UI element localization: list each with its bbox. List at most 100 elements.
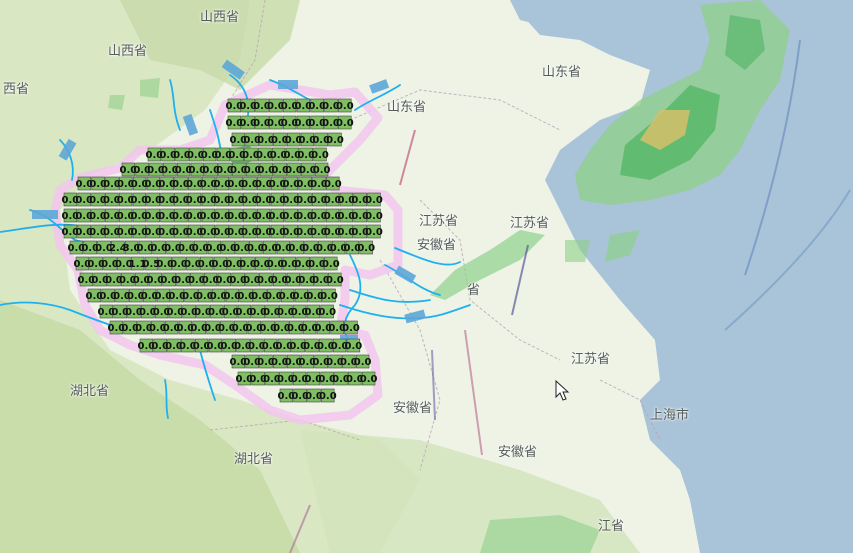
label-shandong-ne: 山东省 <box>542 65 582 80</box>
grid-cell <box>298 208 312 223</box>
grid-value: 0.0 <box>172 211 190 222</box>
grid-value: 0.0 <box>282 195 300 206</box>
grid-value: 0.0 <box>146 150 164 161</box>
terrain-southwest <box>0 300 300 553</box>
grid-cell <box>299 147 313 162</box>
grid-cell <box>328 272 342 287</box>
grid-cell <box>342 354 356 369</box>
grid-value: 0.0 <box>125 307 143 318</box>
grid-value: 0.0 <box>319 391 337 402</box>
grid-cell <box>207 240 222 255</box>
grid-cell <box>151 320 165 335</box>
grid-value: 0.0 <box>258 165 276 176</box>
grid-value: 0.0 <box>161 165 179 176</box>
grid-value: 0.0 <box>257 357 275 368</box>
grid-value: 0.0 <box>365 195 383 206</box>
grid-cell <box>201 224 216 239</box>
grid-cell <box>310 98 324 113</box>
grid-value: 0.0 <box>267 101 285 112</box>
grid-value: 0.0 <box>127 291 145 302</box>
grid-cell <box>160 192 174 207</box>
grid-cell <box>77 224 91 239</box>
grid-value: 0.0 <box>89 227 107 238</box>
grid-value: 0.0 <box>344 243 362 254</box>
grid-cell <box>129 288 143 303</box>
grid-cell <box>193 240 208 255</box>
grid-cell <box>243 224 257 239</box>
grid-value: 0.0 <box>277 307 295 318</box>
grid-value: 0.0 <box>296 227 314 238</box>
grid-value: 0.0 <box>299 165 317 176</box>
grid-cell <box>326 176 340 191</box>
grid-cell <box>270 192 285 207</box>
grid-cell <box>262 240 277 255</box>
grid-value: 0.0 <box>305 307 323 318</box>
grid-value: 0.0 <box>253 118 271 129</box>
grid-value: 0.0 <box>202 165 220 176</box>
grid-value: 0.0 <box>89 195 107 206</box>
grid-value: 0.0 <box>297 150 315 161</box>
grid-value: 0.0 <box>131 227 149 238</box>
grid-value: 0.0 <box>301 323 319 334</box>
grid-value: 0.0 <box>351 195 369 206</box>
grid-value: 0.0 <box>326 275 344 286</box>
grid-cell <box>251 304 265 319</box>
grid-cell <box>156 288 171 303</box>
grid-cell <box>301 162 315 177</box>
grid-cell <box>174 176 188 191</box>
grid-value: 0.0 <box>305 391 323 402</box>
grid-cell <box>312 176 326 191</box>
grid-cell <box>284 208 298 223</box>
grid-value: 0.0 <box>103 211 121 222</box>
grid-value: 0.0 <box>271 357 289 368</box>
grid-value: 0.0 <box>213 195 231 206</box>
grid-cell <box>176 162 191 177</box>
grid-cell <box>166 240 180 255</box>
grid-cell <box>229 192 243 207</box>
grid-cell <box>339 208 354 223</box>
grid-value: 0.0 <box>95 243 113 254</box>
grid-value: 0.0 <box>78 275 96 286</box>
grid-cell <box>298 176 312 191</box>
grid-cell <box>265 304 279 319</box>
grid-value: 0.0 <box>186 211 204 222</box>
grid-cell <box>269 115 283 130</box>
grid-cell <box>243 176 257 191</box>
grid-cell <box>314 354 328 369</box>
grid-value: 0.0 <box>184 259 202 270</box>
grid-cell <box>216 147 231 162</box>
grid-cell <box>284 224 298 239</box>
grid-value: 0.0 <box>228 150 246 161</box>
grid-value: 0.0 <box>345 341 363 352</box>
grid-cell <box>187 208 202 223</box>
grid-value: 0.0 <box>158 195 176 206</box>
grid-cell <box>163 162 177 177</box>
grid-cell <box>63 208 78 223</box>
grid-value: 0.0 <box>253 259 271 270</box>
grid-cell <box>201 176 216 191</box>
grid-cell <box>325 224 340 239</box>
grid-value: 0.0 <box>316 243 334 254</box>
grid-cell <box>190 162 205 177</box>
grid-value: 0.0 <box>328 323 346 334</box>
grid-value: 0.0 <box>324 195 342 206</box>
grid-value: 0.0 <box>261 243 279 254</box>
grid-value: 0.0 <box>320 291 338 302</box>
grid-cell <box>353 192 367 207</box>
label-shaanxi-edge: 西省 <box>3 82 30 97</box>
grid-cell <box>276 240 291 255</box>
grid-cell <box>290 240 304 255</box>
grid-value: 0.0 <box>312 275 330 286</box>
grid-cell <box>134 272 149 287</box>
grid-value: 0.0 <box>291 391 309 402</box>
grid-cell <box>298 192 312 207</box>
grid-cell <box>312 208 326 223</box>
label-anhui-a: 安徽省 <box>417 238 457 253</box>
grid-value: 0.0 <box>303 341 321 352</box>
grid-cell <box>231 132 246 147</box>
label-zhejiang-partial: 江省 <box>598 519 625 534</box>
grid-cell <box>330 320 344 335</box>
grid-cell <box>124 240 139 255</box>
grid-value: 0.0 <box>357 243 375 254</box>
